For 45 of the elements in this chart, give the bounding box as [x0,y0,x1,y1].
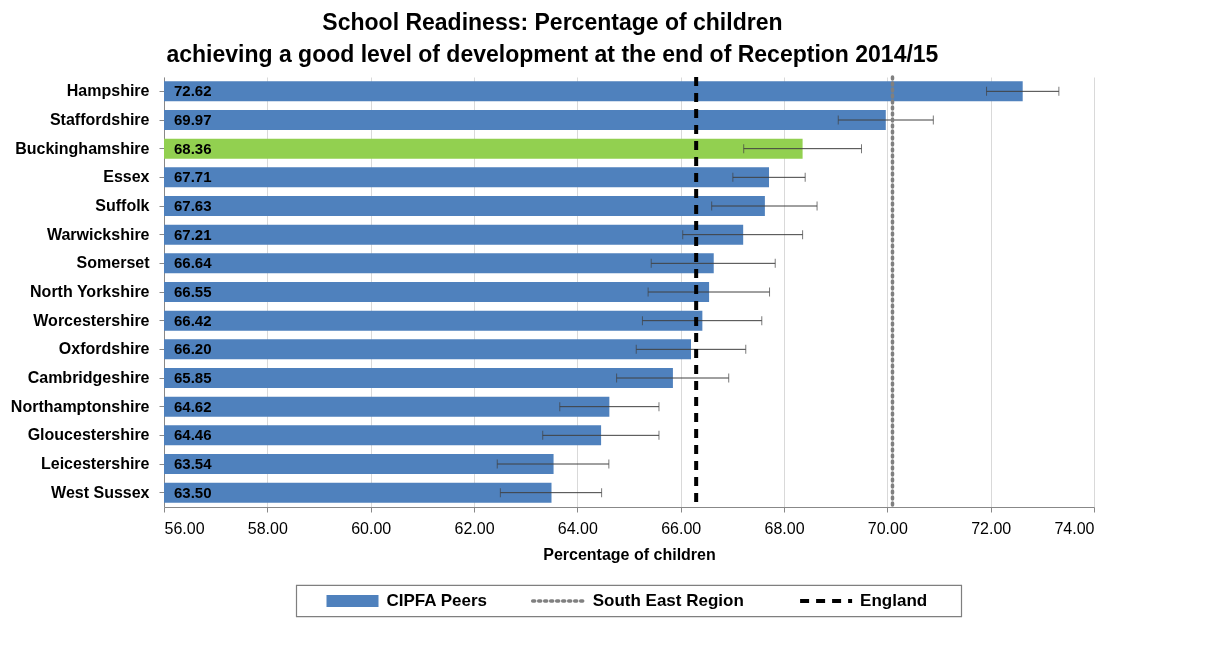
y-tick-label: North Yorkshire [30,283,150,300]
x-tick-label: 68.00 [764,519,805,537]
chart-title: School Readiness: Percentage of children achieving a good level of development at the end of Reception 2014/15 [166,9,939,67]
y-tick-label: West Sussex [51,483,150,501]
y-tick-label: Somerset [76,254,151,272]
x-tick-label: 72.00 [971,519,1012,537]
data-label: 67.63 [174,197,212,214]
x-tick-label: 64.00 [557,519,598,537]
y-tick-label: Staffordshire [49,111,150,128]
x-tick-label: 74.00 [1054,519,1095,537]
legend-label: South East Region [592,591,744,610]
legend-label: England [860,591,928,610]
data-label: 69.97 [174,111,212,128]
y-tick-label: Oxfordshire [58,340,150,358]
data-label: 72.62 [174,82,212,100]
x-tick-label: 62.00 [454,519,495,537]
y-tick-label: Leicestershire [40,455,150,472]
data-label: 67.71 [174,168,212,186]
x-tick-label: 66.00 [661,519,702,537]
y-tick-label: Worcestershire [33,311,150,329]
data-label: 66.64 [174,254,213,272]
x-tick-label: 60.00 [351,519,392,537]
data-label: 66.55 [174,283,212,300]
data-label: 66.20 [174,340,212,358]
legend-label: CIPFA Peers [386,591,487,610]
x-tick-label: 70.00 [867,519,908,537]
y-tick-label: Hampshire [66,82,150,100]
data-label: 64.46 [174,426,212,444]
y-tick-label: Warwickshire [46,225,150,243]
data-label: 64.62 [174,397,212,415]
data-label: 65.85 [174,369,212,386]
data-label: 63.50 [174,483,212,501]
x-tick-label: 56.00 [164,519,205,537]
data-label: 68.36 [174,139,212,157]
y-tick-label: Buckinghamshire [15,139,150,157]
data-label: 63.54 [174,455,213,472]
y-tick-label: Suffolk [95,197,150,214]
y-tick-label: Cambridgeshire [27,369,150,386]
x-tick-label: 58.00 [247,519,288,537]
y-tick-label: Gloucestershire [27,426,150,444]
y-tick-label: Northamptonshire [10,397,150,415]
y-tick-label: Essex [103,168,150,186]
data-label: 67.21 [174,225,212,243]
data-label: 66.42 [174,311,212,329]
x-axis-title: Percentage of children [543,545,716,563]
